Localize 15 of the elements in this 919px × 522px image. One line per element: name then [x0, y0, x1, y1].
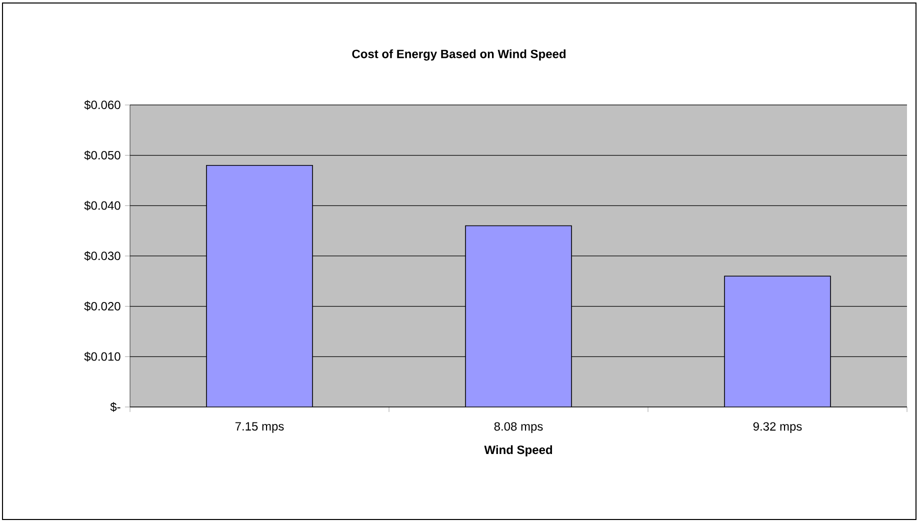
bar [206, 164, 313, 407]
y-tick-label: $0.010 [84, 352, 120, 362]
y-tick-label: $0.040 [84, 200, 120, 211]
y-tick-label: $0.030 [84, 251, 120, 261]
y-tick-label: $0.060 [84, 100, 120, 110]
bar [724, 276, 831, 407]
chart-title: Cost of Energy Based on Wind Speed [352, 49, 566, 61]
x-tick-label: 9.32 mps [753, 422, 802, 434]
y-tick-label: $- [110, 402, 120, 412]
x-tick-label: 7.15 mps [235, 422, 284, 433]
y-tick-label: $0.050 [84, 150, 120, 160]
y-tick-label: $0.020 [84, 301, 120, 312]
x-axis-title: Wind Speed [484, 445, 552, 456]
x-tick-label: 8.08 mps [494, 422, 543, 434]
bar [465, 225, 572, 407]
